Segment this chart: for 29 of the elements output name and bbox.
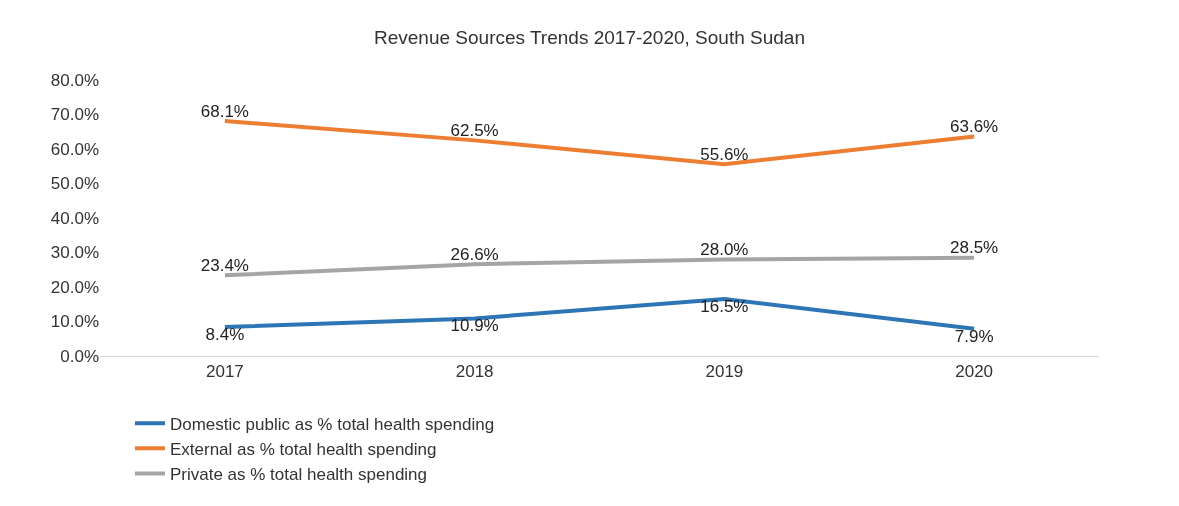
chart-title: Revenue Sources Trends 2017-2020, South Sudan (374, 26, 805, 48)
data-label: 62.5% (450, 121, 499, 141)
data-label: 68.1% (200, 101, 249, 121)
data-label: 8.4% (205, 324, 245, 344)
y-tick-label: 80.0% (50, 70, 99, 90)
x-tick-label: 2017 (205, 362, 244, 382)
y-tick-label: 60.0% (50, 139, 99, 159)
data-label: 26.6% (450, 244, 499, 264)
data-label: 10.9% (450, 316, 499, 336)
x-tick-label: 2018 (455, 362, 494, 382)
y-tick-label: 10.0% (50, 312, 99, 332)
y-tick-label: 50.0% (50, 174, 99, 194)
x-tick-label: 2020 (955, 362, 994, 382)
data-label: 28.0% (700, 240, 749, 260)
y-tick-label: 20.0% (50, 277, 99, 297)
y-tick-label: 0.0% (60, 346, 99, 366)
data-label: 63.6% (950, 117, 999, 137)
legend-label: External as % total health spending (169, 439, 437, 459)
legend-label: Domestic public as % total health spending (169, 414, 495, 434)
data-label: 16.5% (700, 296, 749, 316)
x-tick-label: 2019 (705, 362, 744, 382)
data-label: 23.4% (200, 256, 249, 276)
y-tick-label: 70.0% (50, 105, 99, 125)
legend-label: Private as % total health spending (169, 465, 428, 485)
y-tick-label: 30.0% (50, 243, 99, 263)
data-label: 28.5% (950, 238, 999, 258)
y-tick-label: 40.0% (50, 208, 99, 228)
data-label: 55.6% (700, 144, 749, 164)
data-label: 7.9% (954, 326, 994, 346)
